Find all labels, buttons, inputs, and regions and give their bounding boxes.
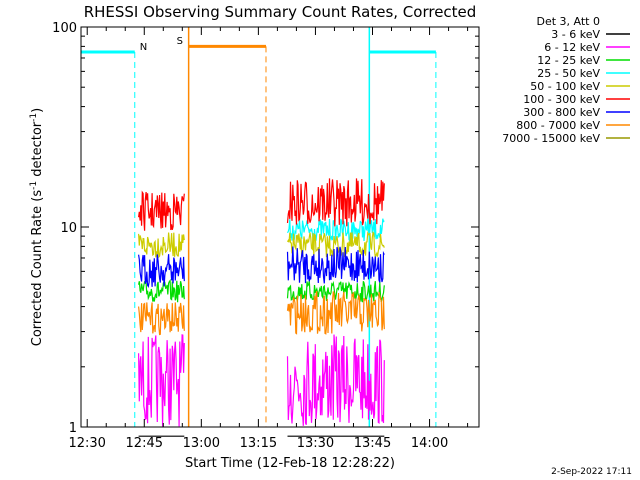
y-axis-label-part: Corrected Count Rate (s <box>30 190 45 347</box>
series-trace-6-1 <box>286 246 385 284</box>
legend-label: 6 - 12 keV <box>544 41 600 54</box>
series-trace-2-1 <box>286 280 385 303</box>
series-trace-7-0 <box>138 302 185 336</box>
series-trace-2-0 <box>138 278 185 303</box>
y-axis: 1 10 100 <box>52 21 479 436</box>
data-layer <box>138 178 385 437</box>
series-trace-6-0 <box>138 254 185 288</box>
flag-label: N <box>140 42 147 53</box>
legend-label: 7000 - 15000 keV <box>502 132 600 145</box>
y-tick-label: 1 <box>69 421 77 436</box>
y-tick-label: 10 <box>60 221 77 236</box>
legend-label: 3 - 6 keV <box>551 28 600 41</box>
x-tick-label: 14:00 <box>411 436 448 451</box>
series-trace-5-1 <box>286 178 385 227</box>
legend-label: 50 - 100 keV <box>530 80 600 93</box>
legend-label: 300 - 800 keV <box>523 106 600 119</box>
x-tick-label: 12:30 <box>68 436 105 451</box>
legend-label: 12 - 25 keV <box>537 54 600 67</box>
legend-title: Det 3, Att 0 <box>537 15 601 28</box>
footer-timestamp: 2-Sep-2022 17:11 <box>551 467 632 477</box>
x-tick-label: 13:30 <box>297 436 334 451</box>
chart-title: RHESSI Observing Summary Count Rates, Co… <box>84 3 477 21</box>
x-tick-label: 13:00 <box>183 436 220 451</box>
series-trace-7-1 <box>286 291 385 335</box>
series-trace-3-0 <box>286 218 385 244</box>
y-axis-label-superscript: -1 <box>29 113 39 122</box>
x-axis: 12:30 12:45 13:00 13:15 13:30 13:45 14:00 <box>68 27 469 451</box>
series-trace-4-0 <box>138 232 185 259</box>
flag-label: S <box>177 36 183 47</box>
series-trace-1-0 <box>138 334 185 427</box>
legend-label: 25 - 50 keV <box>537 67 600 80</box>
y-axis-label-part: detector <box>30 121 45 181</box>
legend-label: 800 - 7000 keV <box>516 119 600 132</box>
y-tick-label: 100 <box>52 21 77 36</box>
x-tick-label: 12:45 <box>126 436 163 451</box>
flags-layer: NS <box>81 27 437 427</box>
y-axis-label-part: ) <box>30 108 45 113</box>
x-axis-label: Start Time (12-Feb-18 12:28:22) <box>185 456 395 471</box>
y-axis-label: Corrected Count Rate (s-1 detector-1) <box>29 108 45 346</box>
series-trace-4-1 <box>286 230 385 258</box>
x-tick-label: 13:15 <box>240 436 277 451</box>
series-trace-1-1 <box>286 334 385 426</box>
x-tick-label: 13:45 <box>354 436 391 451</box>
y-axis-label-superscript: -1 <box>29 181 39 190</box>
series-trace-5-0 <box>138 190 185 231</box>
legend-label: 100 - 300 keV <box>523 93 600 106</box>
